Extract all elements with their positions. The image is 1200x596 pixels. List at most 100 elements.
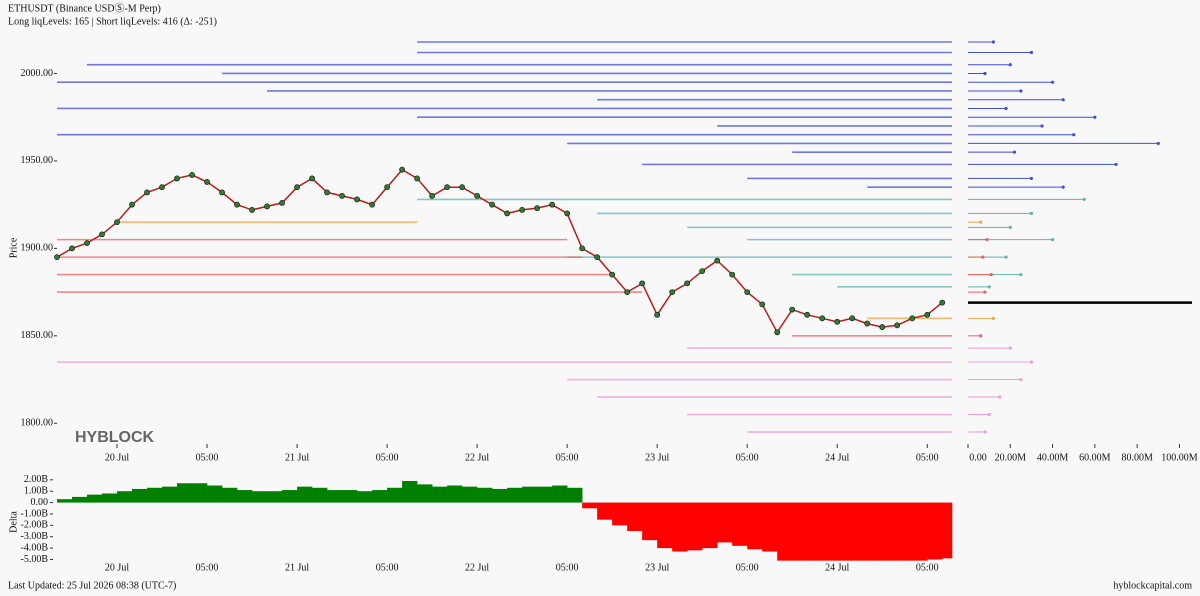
price-point bbox=[849, 315, 856, 322]
site: hyblockcapital.com bbox=[1113, 580, 1192, 591]
price-point bbox=[594, 254, 601, 261]
liq-size-dot bbox=[1029, 211, 1034, 215]
y-tick-label: -5.00B bbox=[21, 554, 49, 565]
delta-bar bbox=[177, 483, 193, 503]
y-tick-label: 2.00B bbox=[24, 474, 49, 485]
liq-size-dot bbox=[1004, 106, 1008, 111]
price-point bbox=[339, 193, 345, 199]
delta-bar bbox=[282, 490, 298, 503]
x-tick-label: 80.00M bbox=[1121, 452, 1153, 463]
liq-size-dot bbox=[1008, 63, 1012, 67]
liq-size-dot bbox=[998, 395, 1002, 399]
delta-bar bbox=[687, 502, 703, 551]
delta-bar bbox=[522, 486, 538, 503]
delta-bar bbox=[807, 502, 823, 561]
x-tick-label: 05:00 bbox=[556, 562, 579, 573]
delta-bar bbox=[492, 488, 508, 503]
price-point bbox=[174, 175, 180, 182]
y-tick-label: -4.00B bbox=[21, 542, 49, 553]
price-point bbox=[519, 206, 526, 213]
price-point bbox=[294, 184, 300, 191]
delta-bar bbox=[927, 502, 943, 560]
liq-size-dot bbox=[985, 238, 989, 242]
price-point bbox=[159, 184, 165, 191]
y-tick-label: 2000.00 bbox=[21, 68, 54, 79]
x-tick-label: 100.00M bbox=[1161, 452, 1198, 463]
liq-size-dot bbox=[1012, 150, 1017, 154]
price-point bbox=[414, 175, 421, 182]
liq-size-dot bbox=[989, 273, 993, 277]
delta-bar bbox=[702, 502, 718, 549]
liq-size-dot bbox=[991, 316, 995, 320]
price-point bbox=[54, 254, 60, 261]
x-tick-label: 05:00 bbox=[736, 452, 759, 463]
price-point bbox=[489, 201, 496, 208]
y-tick-label: -3.00B bbox=[21, 531, 49, 542]
y-axis-label: Price bbox=[8, 237, 19, 258]
delta-bar bbox=[732, 502, 748, 546]
price-point bbox=[429, 193, 436, 199]
delta-bar bbox=[552, 485, 568, 503]
delta-bar bbox=[222, 487, 238, 503]
liq-size-dot bbox=[1156, 141, 1160, 146]
price-point bbox=[84, 240, 90, 247]
price-point bbox=[729, 271, 736, 278]
price-point bbox=[354, 196, 360, 203]
delta-bar bbox=[162, 486, 178, 503]
delta-bar bbox=[102, 493, 118, 503]
price-point bbox=[264, 203, 270, 210]
y-tick-label: 1900.00 bbox=[21, 243, 54, 254]
x-tick-label: 05:00 bbox=[556, 452, 579, 463]
liq-size-dot bbox=[1004, 255, 1008, 259]
price-point bbox=[624, 289, 631, 295]
price-line bbox=[56, 168, 943, 334]
price-point bbox=[714, 257, 721, 264]
y-tick-label: -1.00B bbox=[21, 508, 49, 519]
delta-bar bbox=[207, 485, 223, 503]
delta-bar bbox=[357, 491, 373, 503]
price-point bbox=[579, 245, 586, 252]
liq-size-dot bbox=[991, 40, 995, 44]
delta-bar bbox=[372, 490, 388, 503]
delta-bar bbox=[402, 480, 418, 503]
price-point bbox=[684, 280, 691, 287]
x-tick-label: 0.00 bbox=[969, 452, 987, 463]
price-point bbox=[114, 219, 120, 226]
price-point bbox=[534, 205, 541, 212]
liq-size-dot bbox=[1050, 238, 1055, 242]
price-point bbox=[939, 299, 946, 306]
delta-bar bbox=[57, 499, 73, 503]
delta-bar bbox=[417, 484, 433, 503]
price-point bbox=[759, 301, 766, 308]
price-point bbox=[699, 268, 706, 275]
delta-bar bbox=[387, 487, 403, 503]
price-point bbox=[654, 311, 661, 318]
delta-bar bbox=[822, 502, 838, 561]
delta-bar bbox=[582, 502, 598, 509]
x-tick-label: 05:00 bbox=[196, 562, 219, 573]
price-point bbox=[219, 189, 225, 196]
price-point bbox=[189, 172, 195, 178]
liq-size-dot bbox=[1114, 162, 1118, 167]
delta-bar bbox=[237, 490, 253, 503]
liq-size-dot bbox=[983, 290, 987, 294]
price-point bbox=[744, 289, 751, 295]
price-point bbox=[384, 184, 390, 191]
chart-title: ETHUSDT (Binance USDⓈ-M Perp) bbox=[8, 2, 161, 14]
chart-subtitle: Long liqLevels: 165 | Short liqLevels: 4… bbox=[8, 16, 217, 27]
delta-bar bbox=[882, 502, 898, 561]
price-point bbox=[564, 210, 571, 217]
delta-bar bbox=[312, 487, 328, 503]
price-point bbox=[309, 175, 315, 182]
x-tick-label: 60.00M bbox=[1079, 452, 1111, 463]
price-point bbox=[774, 329, 781, 336]
liq-size-dot bbox=[1019, 377, 1023, 382]
delta-bar bbox=[747, 502, 763, 550]
price-point bbox=[924, 311, 931, 318]
price-point bbox=[474, 193, 481, 199]
price-point bbox=[879, 324, 886, 330]
liq-size-dot bbox=[979, 334, 983, 338]
price-point bbox=[909, 315, 916, 322]
price-point bbox=[399, 166, 405, 173]
